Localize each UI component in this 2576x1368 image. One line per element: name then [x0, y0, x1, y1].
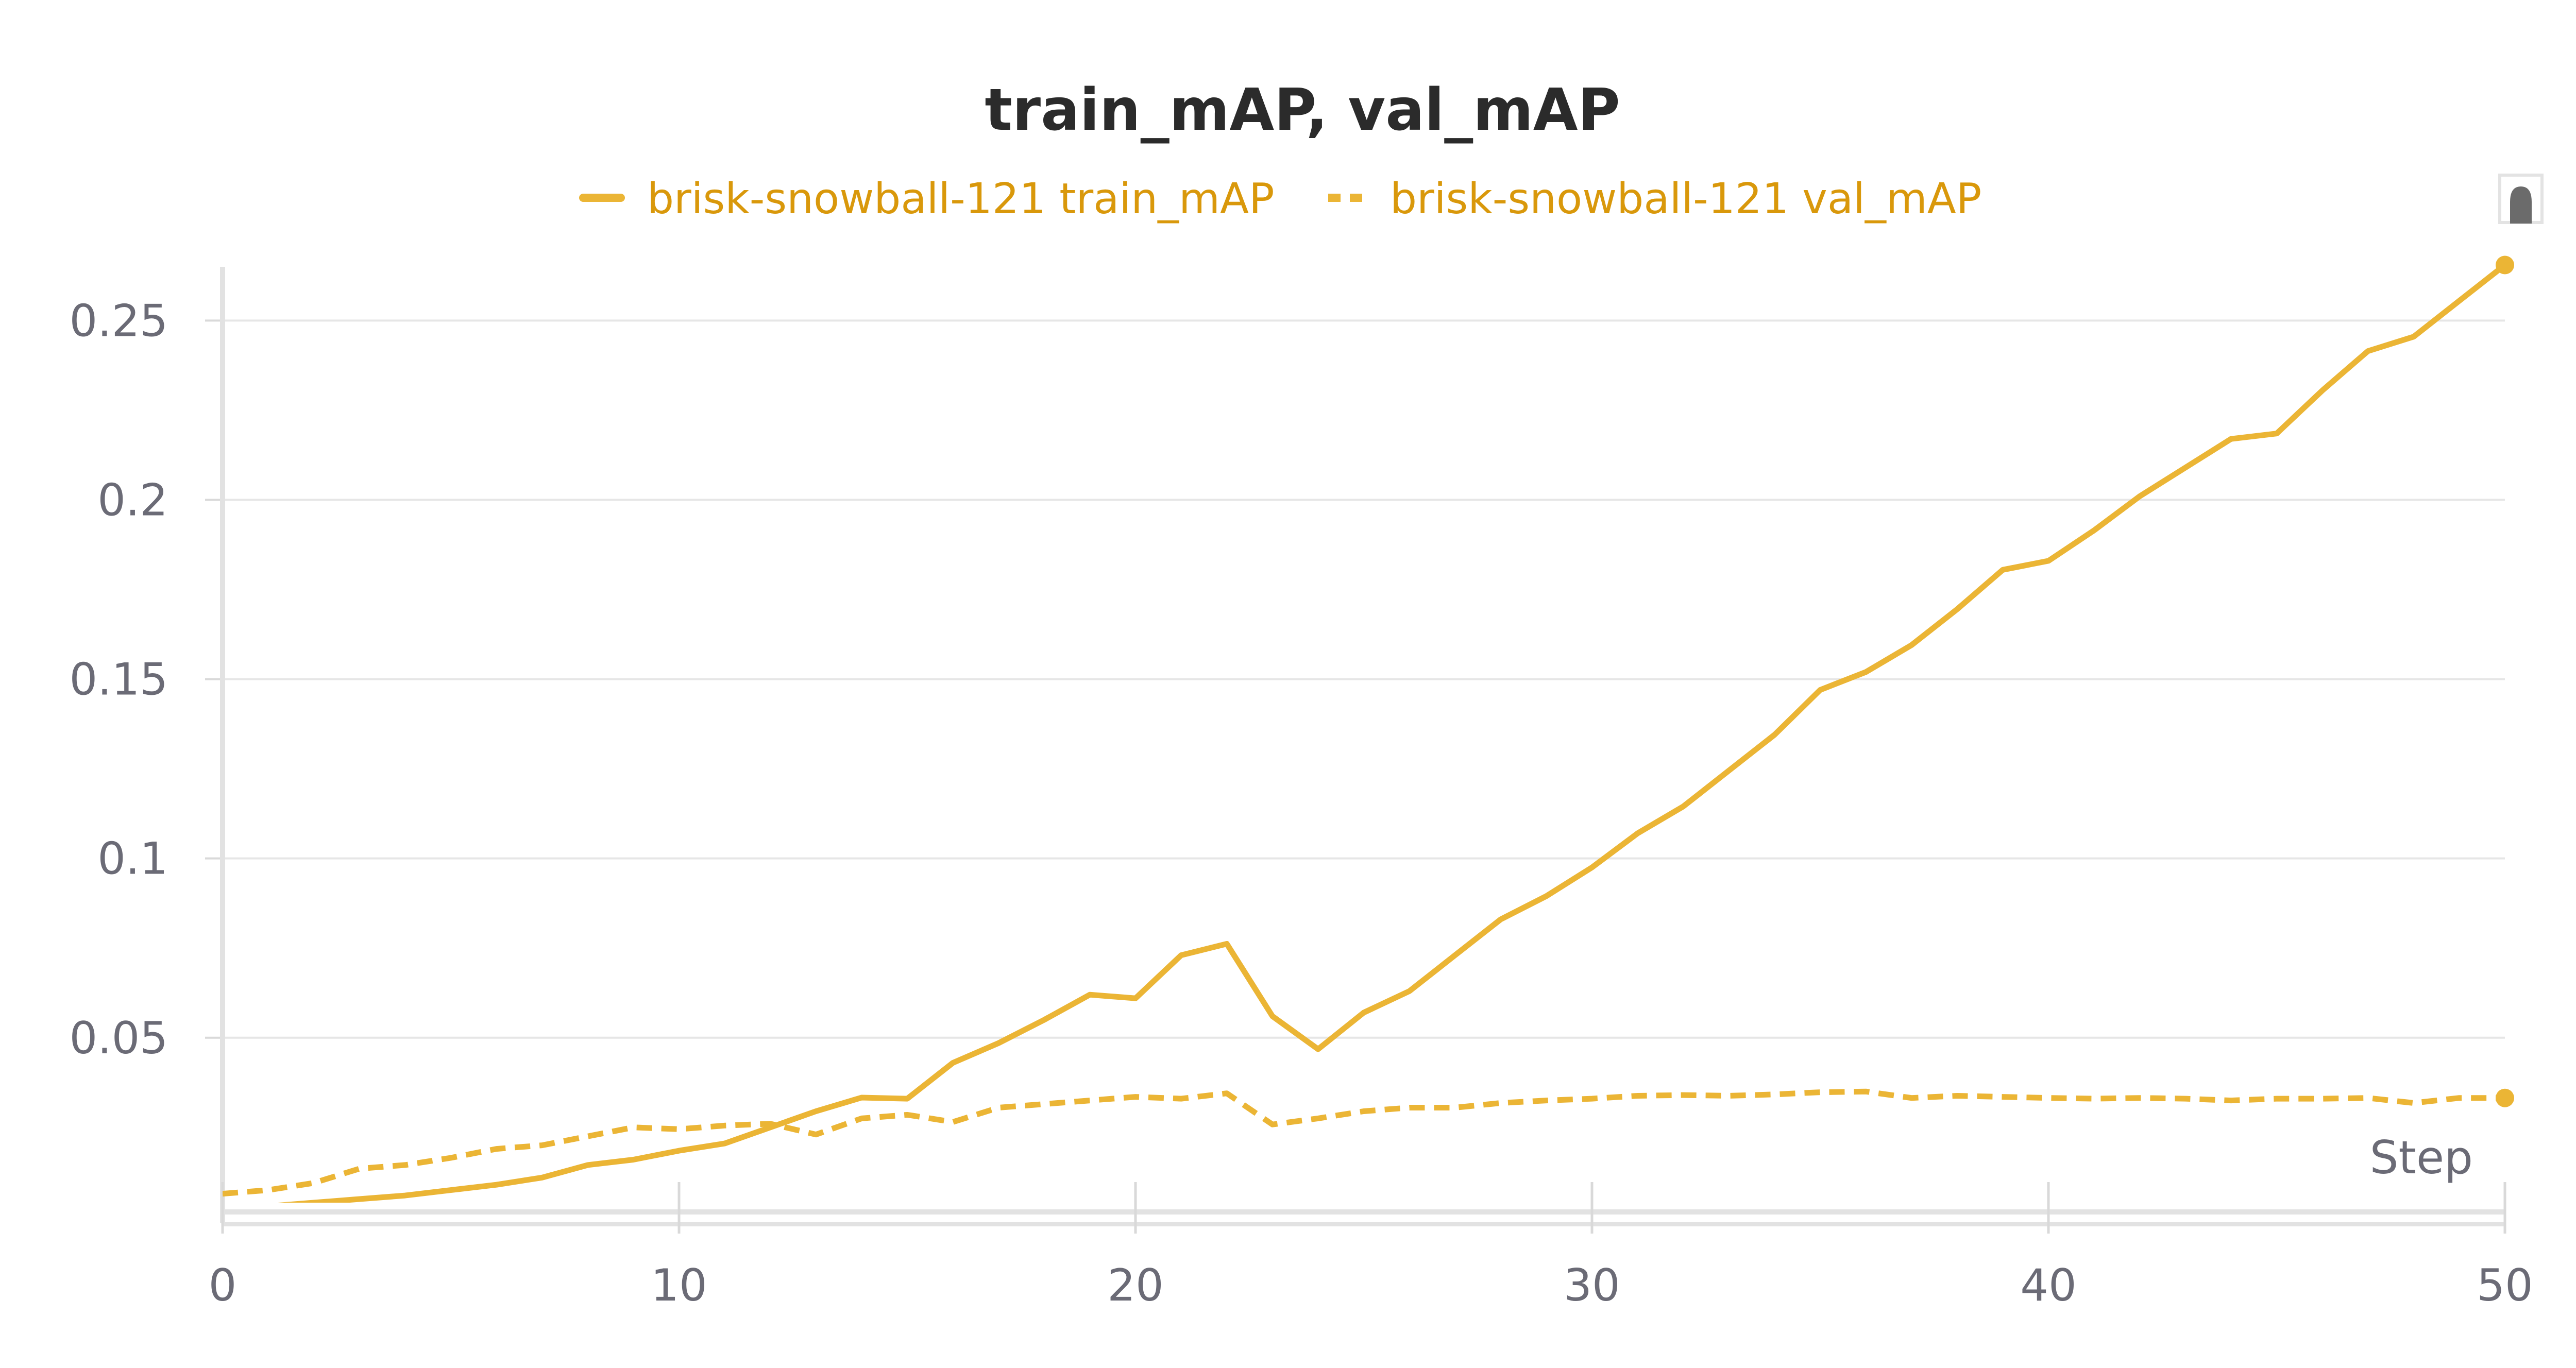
- x-tick-label: 10: [651, 1260, 707, 1311]
- y-tick-label: 0.05: [70, 1013, 168, 1064]
- chart-title: train_mAP, val_mAP: [985, 77, 1620, 144]
- legend-label-train-map: brisk-snowball-121 train_mAP: [647, 175, 1275, 224]
- y-tick-label: 0.25: [70, 295, 168, 347]
- plot-area: 0.05 0.1 0.15 0.2 0.25 0 10 20 30 40 50: [70, 255, 2533, 1311]
- legend[interactable]: brisk-snowball-121 train_mAP brisk-snowb…: [579, 175, 1981, 224]
- legend-label-val-map: brisk-snowball-121 val_mAP: [1390, 175, 1981, 224]
- x-tick-label: 0: [209, 1260, 237, 1311]
- y-tick-label: 0.1: [97, 833, 168, 885]
- series-layer: [223, 255, 2514, 1210]
- x-tick-label: 40: [2020, 1260, 2076, 1311]
- pin-icon[interactable]: [2498, 174, 2544, 224]
- x-axis-label: Step: [2370, 1131, 2473, 1184]
- train-map-end-point[interactable]: [2496, 255, 2514, 275]
- val-map-end-point[interactable]: [2496, 1088, 2514, 1107]
- tick-labels: 0.05 0.1 0.15 0.2 0.25 0 10 20 30 40 50: [70, 295, 2533, 1311]
- x-tick-label: 50: [2477, 1260, 2533, 1311]
- axes: [205, 267, 2506, 1234]
- x-tick-label: 30: [1564, 1260, 1620, 1311]
- y-tick-label: 0.15: [70, 654, 168, 706]
- val-map-line[interactable]: [223, 1088, 2505, 1197]
- y-tick-label: 0.2: [97, 475, 168, 526]
- grid: [223, 319, 2505, 1039]
- x-tick-label: 20: [1107, 1260, 1163, 1311]
- train-map-line[interactable]: [223, 263, 2507, 1210]
